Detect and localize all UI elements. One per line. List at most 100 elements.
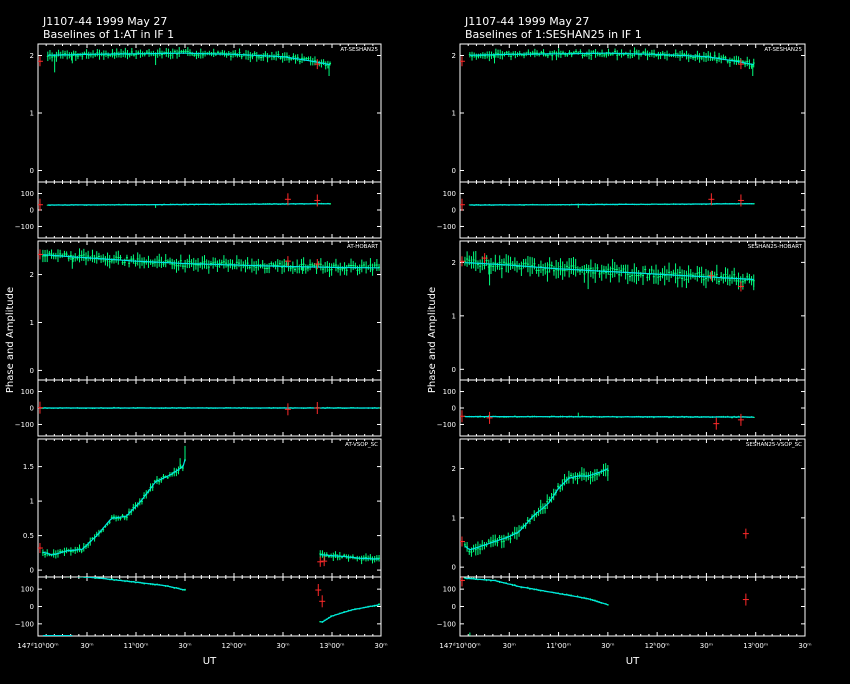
chart-title: J1107-44 1999 May 27 <box>42 15 167 28</box>
data-layer <box>38 445 381 567</box>
y-tick-label: 100 <box>443 586 456 594</box>
x-axis-label: UT <box>626 656 640 667</box>
amplitude-subplot: 0 1 2 AT-SESHAN25 <box>452 43 806 183</box>
y-tick-label: 2 <box>452 465 456 473</box>
model-curve <box>76 577 186 591</box>
y-tick-label: 1 <box>30 110 34 118</box>
plot-frame <box>459 181 806 239</box>
x-tick-label: 11ʰ00ᵐ <box>546 642 571 650</box>
y-axis-label: Phase and Amplitude <box>5 287 16 393</box>
amplitude-subplot: 0 1 2 SESHAN25-VSOP_SC <box>452 438 806 578</box>
y-tick-label: 0 <box>30 405 34 413</box>
x-tick-label: 30ᵐ <box>798 642 811 650</box>
chart-subtitle: Baselines of 1:AT in IF 1 <box>43 28 174 41</box>
amplitude-subplot: 0 1 2 AT-HOBART <box>30 240 382 381</box>
model-curve <box>42 459 186 556</box>
y-tick-label: 0 <box>30 207 34 215</box>
baseline-panel: 0 1 2 AT-HOBART −100 0 100 <box>15 240 382 437</box>
x-tick-label: 13ʰ00ᵐ <box>743 642 768 650</box>
y-tick-label: 2 <box>30 52 34 60</box>
y-tick-label: −100 <box>15 223 34 231</box>
data-layer <box>38 47 332 77</box>
y-tick-label: 1 <box>30 319 34 327</box>
model-curve <box>47 52 331 66</box>
baseline-label: AT-VSOP_SC <box>345 442 378 448</box>
data-layer <box>38 401 381 416</box>
y-tick-label: −100 <box>15 620 34 628</box>
amplitude-subplot: 0 1 2 SESHAN25-HOBART <box>452 240 806 381</box>
plot-frame <box>459 379 806 437</box>
plot-frame <box>37 240 382 381</box>
y-tick-label: 0 <box>30 167 34 175</box>
data-layer <box>460 47 755 77</box>
plot-frame <box>459 240 806 381</box>
baseline-label: AT-SESHAN25 <box>764 47 802 53</box>
model-curve <box>320 604 380 623</box>
x-tick-label: 30ᵐ <box>178 642 191 650</box>
data-layer <box>460 193 755 211</box>
x-tick-label: 30ᵐ <box>374 642 387 650</box>
plot-frame <box>37 181 382 239</box>
y-tick-label: 100 <box>443 190 456 198</box>
x-tick-label: 12ʰ00ᵐ <box>221 642 246 650</box>
y-tick-label: 0.5 <box>23 532 34 540</box>
x-tick-label: 30ᵐ <box>503 642 516 650</box>
plot-frame <box>459 576 806 637</box>
y-tick-label: 0 <box>30 367 34 375</box>
model-curve <box>469 203 754 206</box>
x-tick-label: 147ᵈ10ʰ00ᵐ <box>17 642 58 650</box>
data-layer <box>460 463 749 557</box>
baseline-panel: 0 1 2 SESHAN25-VSOP_SC −100 0 100 <box>437 438 806 637</box>
x-axis-label: UT <box>203 656 217 667</box>
y-tick-label: −100 <box>15 421 34 429</box>
phase-subplot: −100 0 100 <box>437 379 806 437</box>
model-curve <box>464 416 754 418</box>
baseline-label: AT-SESHAN25 <box>340 47 378 53</box>
phase-subplot: −100 0 100 <box>15 379 382 437</box>
baseline-label: SESHAN25-VSOP_SC <box>746 442 802 448</box>
y-tick-label: 0 <box>452 603 456 611</box>
y-tick-label: 0 <box>452 405 456 413</box>
y-tick-label: 0 <box>452 207 456 215</box>
baseline-label: SESHAN25-HOBART <box>748 244 803 250</box>
y-tick-label: 1.5 <box>23 463 34 471</box>
phase-subplot: −100 0 100 <box>437 576 806 637</box>
baseline-label: AT-HOBART <box>347 244 379 250</box>
y-tick-label: 2 <box>452 52 456 60</box>
x-tick-label: 147ᵈ10ʰ00ᵐ <box>439 642 480 650</box>
y-tick-label: 1 <box>30 498 34 506</box>
x-tick-label: 30ᵐ <box>276 642 289 650</box>
x-tick-label: 13ʰ00ᵐ <box>319 642 344 650</box>
x-tick-label: 30ᵐ <box>601 642 614 650</box>
x-tick-label: 12ʰ00ᵐ <box>645 642 670 650</box>
y-tick-label: 1 <box>452 514 456 522</box>
y-tick-label: 0 <box>452 366 456 374</box>
y-tick-label: 2 <box>30 271 34 279</box>
baseline-panel: 0 1 2 AT-SESHAN25 −100 0 100 <box>437 43 806 239</box>
amplitude-subplot: 0 0.5 1 1.5 AT-VSOP_SC <box>23 438 382 578</box>
y-tick-label: 0 <box>452 564 456 572</box>
chart-title: J1107-44 1999 May 27 <box>464 15 589 28</box>
model-curve <box>47 203 330 206</box>
y-tick-label: 1 <box>452 312 456 320</box>
y-tick-label: 2 <box>452 259 456 267</box>
baseline-panel: 0 0.5 1 1.5 AT-VSOP_SC −100 0 100 <box>15 438 382 637</box>
x-tick-label: 30ᵐ <box>700 642 713 650</box>
data-layer <box>42 577 381 636</box>
y-tick-label: 0 <box>30 567 34 575</box>
phase-subplot: −100 0 100 <box>15 576 382 637</box>
x-tick-label: 11ʰ00ᵐ <box>123 642 148 650</box>
model-curve <box>320 554 380 560</box>
data-layer <box>460 410 755 430</box>
amplitude-subplot: 0 1 2 AT-SESHAN25 <box>30 43 382 183</box>
phase-subplot: −100 0 100 <box>437 181 806 239</box>
y-tick-label: 100 <box>21 388 34 396</box>
y-tick-label: 100 <box>443 388 456 396</box>
plot-frame <box>37 576 382 637</box>
phase-subplot: −100 0 100 <box>15 181 382 239</box>
chart-subtitle: Baselines of 1:SESHAN25 in IF 1 <box>465 28 642 41</box>
